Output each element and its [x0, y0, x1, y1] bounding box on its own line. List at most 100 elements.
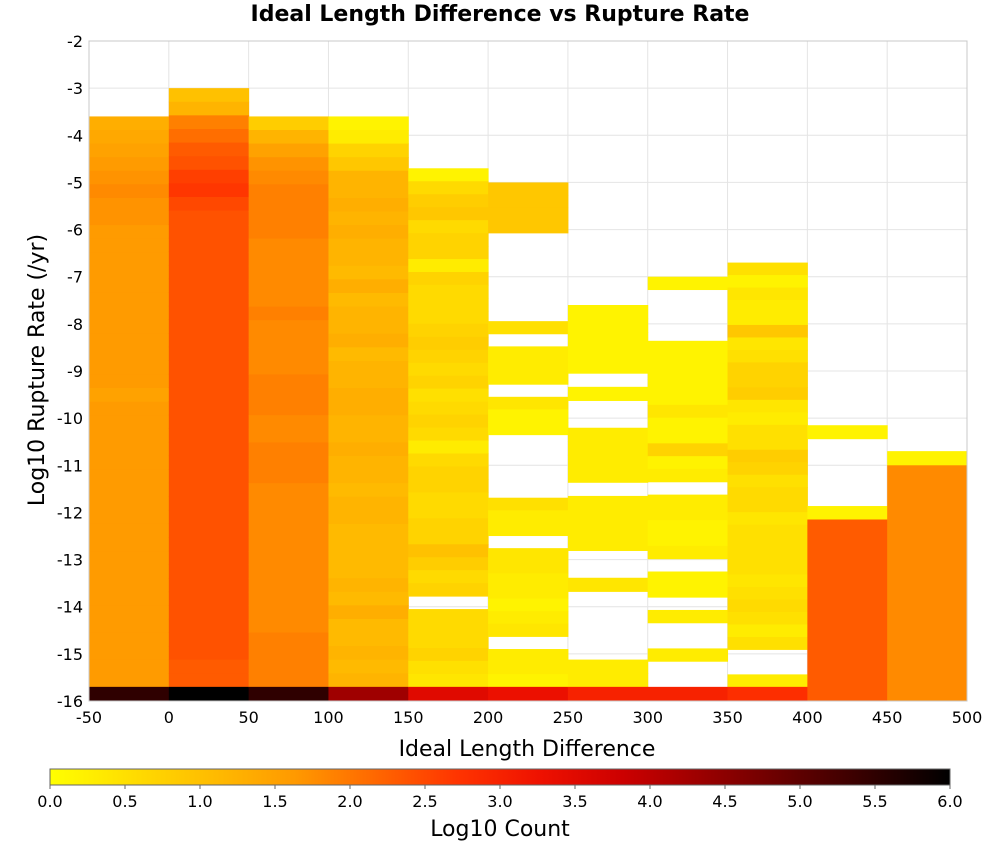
heatmap-cell	[727, 474, 808, 488]
x-tick-label: 0	[164, 708, 174, 727]
heatmap-cell	[488, 674, 569, 688]
heatmap-cell	[567, 455, 649, 470]
heatmap-cell	[328, 306, 409, 321]
y-tick-label: -16	[57, 692, 83, 711]
heatmap-cell	[89, 591, 170, 606]
heatmap-cell	[89, 523, 170, 538]
x-tick-label: 450	[872, 708, 903, 727]
heatmap-cell	[727, 337, 808, 351]
heatmap-cell	[328, 333, 409, 348]
heatmap-cell	[328, 265, 409, 280]
heatmap-cell	[647, 276, 729, 291]
heatmap-cell	[647, 353, 729, 367]
heatmap-cell	[89, 116, 170, 131]
colorbar-tick-labels: 0.0 0.5 1.0 1.5 2.0 2.5 3.0 3.5 4.0 4.5 5.0 5.5 6.0	[37, 785, 963, 811]
heatmap-floor-cell	[567, 686, 649, 701]
heatmap-cell	[89, 415, 170, 430]
heatmap-cell	[727, 499, 808, 513]
x-axis-title: Ideal Length Difference	[399, 737, 656, 762]
heatmap-cell	[89, 469, 170, 484]
heatmap-cell	[248, 374, 329, 389]
heatmap-cell	[328, 320, 409, 335]
heatmap-cell	[727, 487, 808, 501]
y-axis-title: Log10 Rupture Rate (/yr)	[25, 234, 50, 506]
x-tick-label: 50	[238, 708, 258, 727]
heatmap-floor-cell	[488, 686, 569, 701]
heatmap-cell	[727, 587, 808, 601]
heatmap-cell	[248, 265, 329, 280]
heatmap-cell	[408, 531, 489, 545]
heatmap-cell	[488, 522, 569, 537]
heatmap-cell	[89, 360, 170, 375]
colorbar-tick-label: 1.0	[187, 792, 212, 811]
heatmap-cell	[647, 340, 729, 355]
heatmap-cell	[727, 324, 808, 338]
heatmap-cell	[89, 143, 170, 158]
heatmap-cell	[168, 142, 250, 157]
y-tick-label: -9	[67, 362, 83, 381]
heatmap-cell	[248, 578, 329, 593]
heatmap-cell	[248, 618, 329, 634]
x-tick-label: 350	[712, 708, 743, 727]
heatmap-cell	[248, 428, 329, 443]
heatmap-cell	[328, 564, 409, 579]
heatmap-cell	[168, 441, 250, 457]
heatmap-cell	[647, 507, 729, 521]
heatmap-cell	[248, 510, 329, 525]
heatmap-cell	[89, 632, 170, 647]
heatmap-cell	[727, 524, 808, 538]
heatmap-cell	[488, 409, 569, 423]
heatmap-cell	[168, 455, 250, 470]
heatmap-cell	[328, 523, 409, 538]
heatmap-cell	[567, 305, 649, 320]
heatmap-cell	[488, 649, 569, 663]
heatmap-cell	[248, 415, 329, 430]
heatmap-cell	[328, 605, 409, 620]
heatmap-cell	[567, 318, 649, 333]
heatmap-cell	[647, 533, 729, 547]
heatmap-cell	[727, 599, 808, 613]
heatmap-cell	[248, 170, 329, 185]
heatmap-cell	[89, 428, 170, 443]
heatmap-cell	[328, 455, 409, 471]
y-tick-label: -2	[67, 32, 83, 51]
x-tick-label: 500	[952, 708, 983, 727]
colorbar-tick-label: 2.5	[412, 792, 437, 811]
heatmap-floor-cell	[408, 686, 489, 701]
heatmap-cell	[488, 510, 569, 524]
heatmap-cell	[248, 551, 329, 566]
x-tick-label: -50	[76, 708, 102, 727]
heatmap-floor-cell	[248, 686, 329, 701]
heatmap-cell	[89, 130, 170, 145]
heatmap-cell	[168, 305, 250, 320]
heatmap-cell	[89, 673, 170, 688]
heatmap-cell	[488, 371, 569, 385]
heatmap-cell	[328, 170, 409, 185]
heatmap-cell	[89, 510, 170, 525]
heatmap-cell	[248, 347, 329, 362]
heatmap-cell	[168, 591, 250, 606]
heatmap-cell	[248, 197, 329, 212]
heatmap-cell	[328, 401, 409, 416]
heatmap-cell	[727, 387, 808, 401]
heatmap-cell	[89, 537, 170, 552]
heatmap-cell	[488, 396, 569, 410]
heatmap-cell	[89, 483, 170, 498]
heatmap-cell	[488, 182, 569, 196]
heatmap-cell	[328, 211, 409, 226]
heatmap-cell	[328, 292, 409, 308]
heatmap-cell	[168, 346, 250, 361]
heatmap-cell	[727, 262, 808, 276]
heatmap-cell	[727, 674, 808, 688]
heatmap-cell	[567, 345, 649, 361]
heatmap-cell	[408, 660, 489, 675]
heatmap-cell	[89, 157, 170, 172]
heatmap-cell	[727, 574, 808, 588]
heatmap-cell	[408, 635, 489, 649]
heatmap-cell	[408, 492, 489, 506]
heatmap-cell	[168, 265, 250, 280]
heatmap-cell	[168, 659, 250, 674]
heatmap-cell	[248, 157, 329, 172]
heatmap-cell	[89, 320, 170, 335]
y-tick-label: -7	[67, 268, 83, 287]
